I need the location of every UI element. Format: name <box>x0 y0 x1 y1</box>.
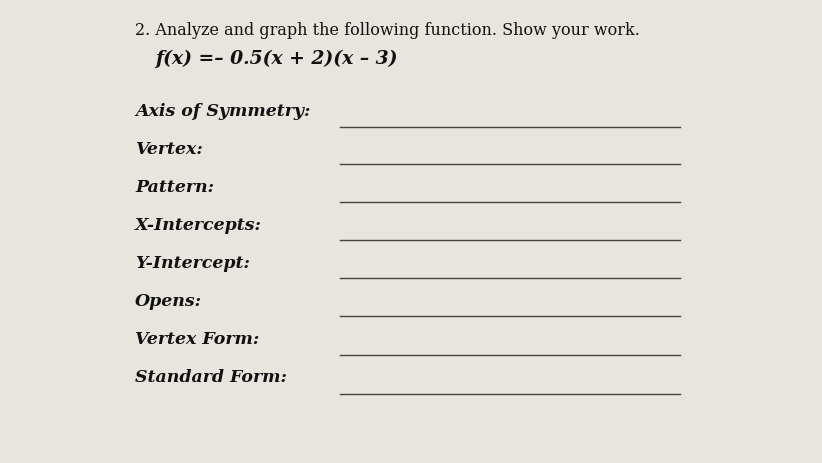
Text: Opens:: Opens: <box>135 293 202 310</box>
Text: Vertex:: Vertex: <box>135 141 203 158</box>
Text: Standard Form:: Standard Form: <box>135 369 287 386</box>
Text: f(x) =– 0.5(x + 2)(x – 3): f(x) =– 0.5(x + 2)(x – 3) <box>155 50 398 68</box>
Text: Vertex Form:: Vertex Form: <box>135 331 259 348</box>
Text: Pattern:: Pattern: <box>135 179 214 196</box>
Text: X-Intercepts:: X-Intercepts: <box>135 217 262 234</box>
Text: Y-Intercept:: Y-Intercept: <box>135 255 250 272</box>
Text: Axis of Symmetry:: Axis of Symmetry: <box>135 103 311 120</box>
Text: 2. Analyze and graph the following function. Show your work.: 2. Analyze and graph the following funct… <box>135 22 640 39</box>
